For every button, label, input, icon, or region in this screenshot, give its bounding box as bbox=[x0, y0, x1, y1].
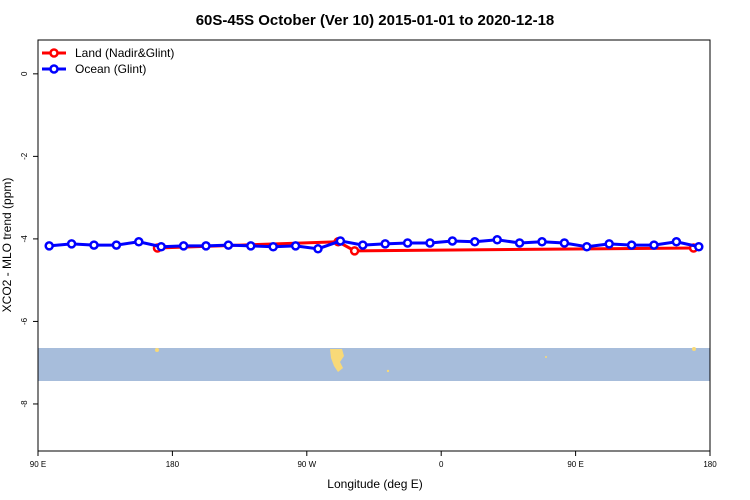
y-tick-label: -4 bbox=[20, 235, 29, 243]
chart-title: 60S-45S October (Ver 10) 2015-01-01 to 2… bbox=[196, 12, 555, 29]
x-tick-label: 0 bbox=[439, 460, 444, 469]
x-tick-label: 90 E bbox=[30, 460, 46, 469]
data-point bbox=[223, 240, 234, 250]
y-tick-label: -6 bbox=[20, 317, 29, 325]
data-point bbox=[492, 234, 502, 245]
data-point bbox=[470, 237, 480, 247]
y-tick-label: 0 bbox=[20, 71, 29, 76]
legend-label: Ocean (Glint) bbox=[75, 62, 146, 76]
data-point bbox=[201, 241, 211, 251]
data-point bbox=[694, 241, 704, 252]
data-point bbox=[156, 241, 166, 252]
data-point bbox=[514, 238, 525, 248]
data-point bbox=[380, 239, 390, 249]
x-tick-label: 90 W bbox=[297, 460, 316, 469]
data-point bbox=[349, 246, 360, 256]
plot-frame bbox=[37, 39, 711, 452]
map-strip bbox=[38, 347, 710, 381]
data-point bbox=[425, 238, 435, 248]
data-point bbox=[178, 241, 189, 251]
data-point bbox=[447, 236, 458, 246]
data-point bbox=[537, 237, 547, 247]
data-point bbox=[358, 240, 368, 250]
legend: Land (Nadir&Glint) Ocean (Glint) bbox=[42, 46, 174, 76]
data-point bbox=[604, 239, 614, 249]
data-point bbox=[313, 244, 323, 254]
y-tick-label: -8 bbox=[20, 400, 29, 408]
data-point bbox=[134, 237, 144, 247]
data-point bbox=[66, 239, 77, 249]
x-tick-label: 90 E bbox=[567, 460, 583, 469]
x-axis-label: Longitude (deg E) bbox=[327, 477, 422, 491]
data-point bbox=[89, 240, 99, 250]
data-point bbox=[44, 241, 54, 251]
data-point bbox=[559, 238, 570, 248]
data-point bbox=[335, 236, 346, 246]
x-tick-label: 180 bbox=[703, 460, 717, 469]
data-point bbox=[290, 241, 301, 251]
data-point bbox=[626, 240, 637, 250]
y-axis-label: XCO2 - MLO trend (ppm) bbox=[0, 178, 14, 313]
x-tick-label: 180 bbox=[166, 460, 180, 469]
data-point bbox=[111, 240, 122, 250]
data-point bbox=[402, 238, 413, 248]
data-point bbox=[268, 241, 278, 252]
data-point bbox=[649, 240, 659, 250]
legend-label: Land (Nadir&Glint) bbox=[75, 46, 174, 60]
data-point bbox=[246, 241, 256, 251]
y-tick-label: -2 bbox=[20, 152, 29, 160]
data-point bbox=[671, 237, 682, 247]
data-point bbox=[582, 241, 592, 252]
legend-marker bbox=[49, 64, 59, 74]
legend-marker bbox=[49, 48, 59, 58]
